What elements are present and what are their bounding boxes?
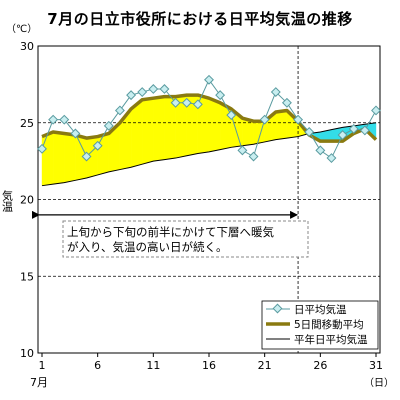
x-tick-label: 1 xyxy=(39,359,46,372)
daily-temperature-point xyxy=(304,127,315,137)
daily-temperature-point xyxy=(137,87,148,97)
chart-title: 7月の日立市役所における日平均気温の推移 xyxy=(47,10,353,28)
moving-average-line xyxy=(41,93,378,143)
y-tick-label: 30 xyxy=(20,40,34,53)
daily-temperature-point xyxy=(59,114,70,125)
deviation-fill-segment xyxy=(275,110,288,140)
daily-temperature-point xyxy=(359,125,370,136)
daily-temperature-point xyxy=(237,145,248,156)
daily-temperature-point xyxy=(348,123,359,134)
daily-temperature-point xyxy=(92,140,103,151)
deviation-fill-segment xyxy=(41,131,54,186)
y-tick-label: 20 xyxy=(20,194,34,207)
deviation-fill-segment xyxy=(164,96,176,160)
x-tick-label: 21 xyxy=(258,359,272,372)
deviation-fill-segment xyxy=(208,97,221,153)
legend: 日平均気温 5日間移動平均 平年日平均気温 xyxy=(261,300,379,350)
x-tick-label: 6 xyxy=(94,359,101,372)
daily-temperature-point xyxy=(170,97,181,108)
daily-temperature-point xyxy=(248,151,259,162)
deviation-fill-segment xyxy=(141,97,154,165)
x-month-label: 7月 xyxy=(30,376,48,389)
legend-label-normal: 平年日平均気温 xyxy=(294,333,368,346)
y-tick-label: 15 xyxy=(20,270,34,283)
x-tick-label: 31 xyxy=(369,359,383,372)
daily-temperature-point xyxy=(181,97,192,108)
deviation-fill-segment xyxy=(52,131,65,185)
daily-temperature-point xyxy=(114,105,125,116)
y-tick-label: 25 xyxy=(20,117,34,130)
daily-temperature-point xyxy=(103,120,114,131)
y-unit-label: （℃） xyxy=(6,23,37,35)
y-axis-ticks: 10 15 20 25 30 xyxy=(20,40,34,360)
y-tick-label: 10 xyxy=(20,347,34,360)
daily-temperature-point xyxy=(48,114,59,125)
deviation-fill-segment xyxy=(97,133,110,176)
deviation-fills xyxy=(41,94,377,186)
daily-temperature-point xyxy=(126,90,137,101)
x-unit-label: （日） xyxy=(364,377,394,389)
daily-temperature-point xyxy=(148,84,159,94)
daily-temperature-point xyxy=(215,90,226,101)
annotation-line-2: が入り、気温の高い日が続く。 xyxy=(67,240,228,254)
daily-temperature-point xyxy=(192,99,203,110)
x-tick-label: 11 xyxy=(146,359,160,372)
annotation-box xyxy=(62,220,309,258)
daily-temperature-point xyxy=(204,74,214,85)
legend-label-moving-avg: 5日間移動平均 xyxy=(294,318,364,331)
y-axis-label: 気温 xyxy=(1,189,14,212)
daily-temperature-point xyxy=(226,110,237,121)
series-group xyxy=(37,74,381,187)
daily-temperature-point xyxy=(315,145,326,156)
annotation-line-1: 上旬から下旬の前半にかけて下層へ暖気 xyxy=(67,225,274,239)
daily-temperature-point xyxy=(259,114,270,125)
daily-temperature-point xyxy=(337,130,348,140)
gridlines xyxy=(38,46,380,353)
annotation: 上旬から下旬の前半にかけて下層へ暖気 が入り、気温の高い日が続く。 xyxy=(32,210,309,258)
daily-temperature-point xyxy=(281,97,292,108)
legend-marker-daily xyxy=(272,303,283,314)
daily-temperature-point xyxy=(371,105,381,116)
x-tick-label: 16 xyxy=(202,359,216,372)
deviation-fill-segment xyxy=(64,133,76,183)
x-tick-label: 26 xyxy=(313,359,327,372)
daily-temperature-point xyxy=(270,87,281,97)
daily-temperature-point xyxy=(293,114,304,125)
daily-temperature-point xyxy=(81,151,92,162)
deviation-fill-segment xyxy=(153,96,165,162)
daily-temperature-point xyxy=(326,153,337,164)
daily-temperature-point xyxy=(159,84,170,94)
normal-temperature-line xyxy=(41,122,377,187)
deviation-fill-segment xyxy=(130,99,143,168)
legend-label-daily: 日平均気温 xyxy=(294,303,347,316)
x-axis-ticks: 1 6 11 16 21 26 31 xyxy=(39,353,383,372)
daily-temperature-point xyxy=(70,128,81,139)
daily-temperature-point xyxy=(37,143,47,154)
